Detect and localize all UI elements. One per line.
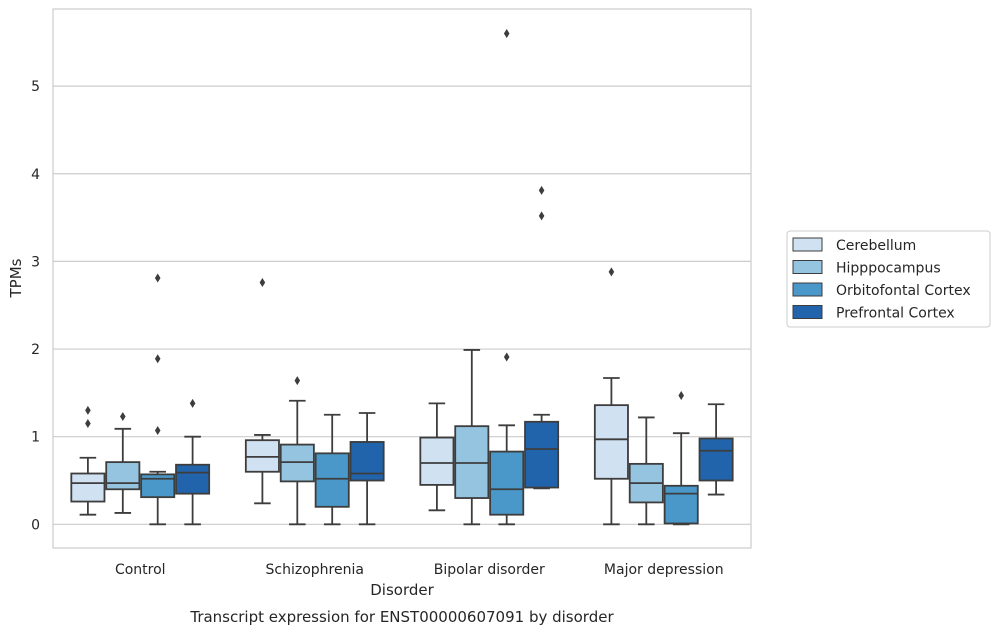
legend-label: Orbitofontal Cortex: [836, 283, 971, 299]
y-tick-label: 2: [31, 342, 40, 358]
outlier-point: [120, 412, 126, 422]
outlier-point: [503, 352, 510, 362]
gridlines: [53, 85, 751, 525]
y-tick-label: 5: [31, 79, 40, 95]
outlier-point: [503, 29, 510, 39]
box-iqr: [349, 441, 385, 482]
legend-swatch: [792, 282, 823, 297]
x-axis-label: Disorder: [370, 581, 434, 599]
box-1-3: [349, 412, 385, 526]
box-1-2: [314, 413, 350, 526]
legend-label: Hipppocampus: [836, 261, 941, 277]
legend-frame: [786, 230, 991, 328]
box-3-2: [663, 391, 699, 526]
legend-swatch: [792, 305, 823, 319]
y-tick-label: 3: [31, 254, 40, 270]
y-tick-label: 4: [31, 167, 40, 183]
legend-swatch: [792, 260, 823, 274]
outlier-point: [154, 426, 161, 436]
x-tick-label: Major depression: [604, 562, 724, 578]
box-0-0: [70, 405, 106, 516]
outlier-point: [259, 277, 266, 287]
outlier-point: [608, 267, 615, 277]
box-iqr: [140, 473, 176, 499]
legend-label: Cerebellum: [836, 238, 916, 254]
box-iqr: [105, 461, 141, 491]
box-2-0: [419, 402, 455, 512]
box-2-3: [524, 185, 560, 490]
box-0-1: [105, 412, 141, 514]
y-tick-label: 1: [31, 430, 40, 446]
x-tick-label: Control: [115, 562, 166, 578]
boxes: [70, 29, 734, 526]
box-0-3: [175, 398, 211, 526]
box-1-1: [279, 376, 315, 526]
box-iqr: [419, 436, 455, 486]
outlier-point: [538, 185, 545, 195]
outlier-point: [538, 211, 545, 221]
legend-label: Prefrontal Cortex: [836, 306, 955, 322]
y-axis-label: TPMs: [7, 258, 25, 298]
chart-title: Transcript expression for ENST0000060709…: [189, 608, 614, 626]
box-iqr: [314, 452, 350, 508]
box-iqr: [593, 404, 629, 480]
box-3-3: [698, 403, 734, 496]
outlier-point: [678, 391, 684, 401]
x-tick-label: Schizophrenia: [266, 562, 364, 578]
box-2-1: [454, 349, 490, 526]
box-3-1: [628, 416, 664, 526]
y-tick-label: 0: [31, 517, 40, 533]
box-iqr: [70, 472, 106, 503]
box-1-0: [244, 277, 280, 505]
x-tick-labels: Control Schizophrenia Bipolar disorder Majo…: [115, 562, 724, 578]
legend: Cerebellum Hipppocampus Orbitofontal Corte…: [786, 230, 991, 328]
outlier-point: [85, 405, 91, 415]
outlier-point: [85, 419, 91, 429]
x-tick-label: Bipolar disorder: [434, 562, 545, 578]
outlier-point: [189, 398, 196, 408]
box-iqr: [663, 484, 699, 525]
legend-swatch: [792, 237, 823, 252]
box-2-2: [489, 29, 525, 526]
box-iqr: [489, 450, 525, 516]
box-iqr: [175, 463, 211, 495]
y-tick-labels: 0 1 2 3 4 5: [31, 79, 40, 533]
box-0-2: [140, 273, 176, 526]
box-iqr: [698, 437, 734, 482]
outlier-point: [154, 354, 161, 364]
box-3-0: [593, 267, 629, 526]
plot-area: [52, 8, 752, 549]
outlier-point: [294, 376, 301, 386]
outlier-point: [154, 273, 161, 283]
box-iqr: [524, 420, 560, 489]
